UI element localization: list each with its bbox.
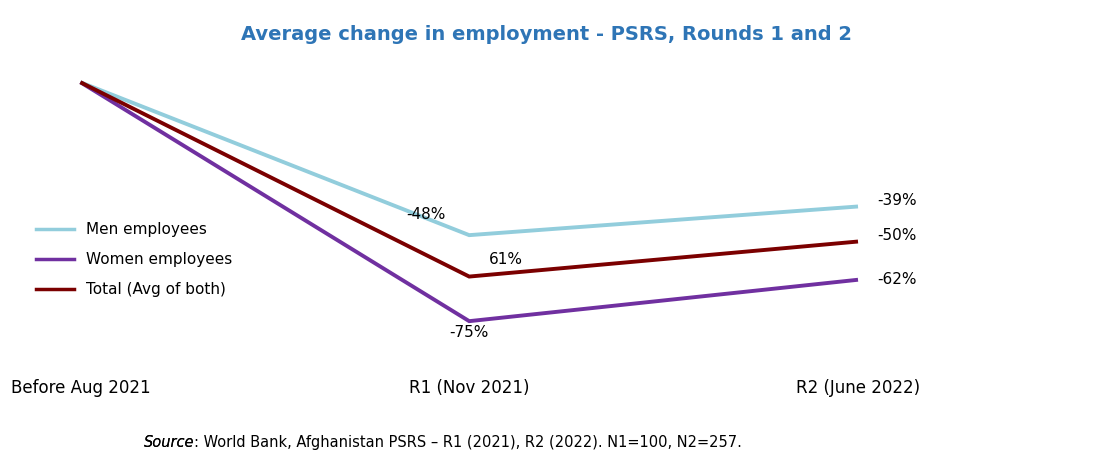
Text: -50%: -50% xyxy=(877,228,917,243)
Text: Source: Source xyxy=(144,435,194,450)
Text: 61%: 61% xyxy=(488,252,523,267)
Legend: Men employees, Women employees, Total (Avg of both): Men employees, Women employees, Total (A… xyxy=(30,216,239,304)
Text: -39%: -39% xyxy=(877,193,917,208)
Text: Before Aug 2021: Before Aug 2021 xyxy=(11,378,150,396)
Text: -75%: -75% xyxy=(450,325,488,340)
Text: : World Bank, Afghanistan PSRS – R1 (2021), R2 (2022). N1=100, N2=257.: : World Bank, Afghanistan PSRS – R1 (202… xyxy=(194,435,743,450)
Title: Average change in employment - PSRS, Rounds 1 and 2: Average change in employment - PSRS, Rou… xyxy=(242,25,852,44)
Text: -62%: -62% xyxy=(877,272,917,287)
Text: -48%: -48% xyxy=(407,207,446,222)
Text: R1 (Nov 2021): R1 (Nov 2021) xyxy=(409,378,529,396)
Text: Source: Source xyxy=(144,435,194,450)
Text: R2 (June 2022): R2 (June 2022) xyxy=(796,378,920,396)
